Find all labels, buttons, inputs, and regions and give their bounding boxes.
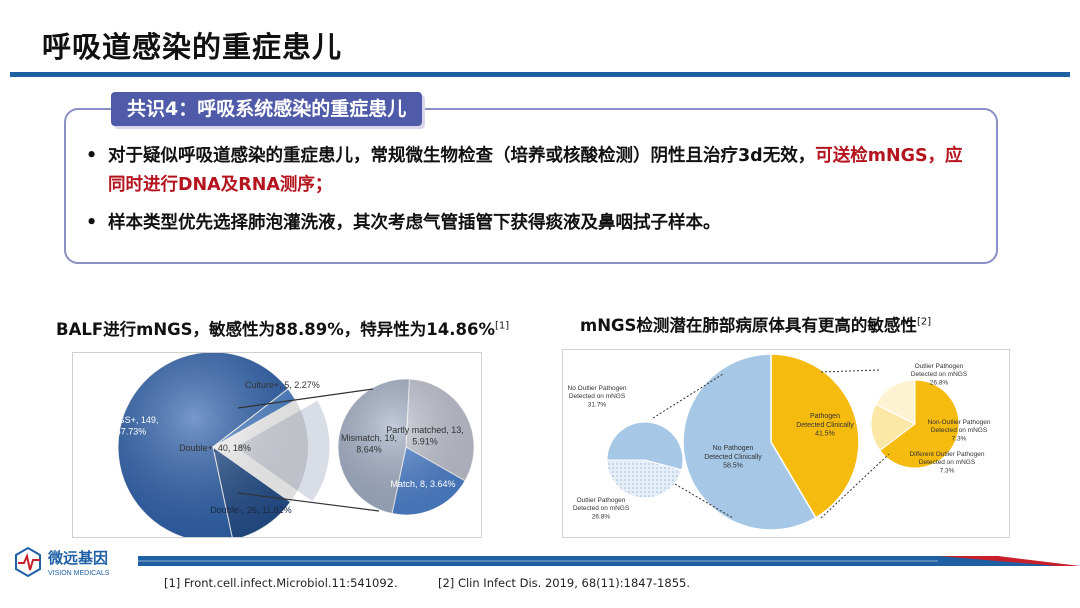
company-logo: 微远基因 VISION MEDICALS (14, 546, 138, 584)
data-label: Culture+, 5, 2.27% (245, 380, 320, 390)
connector-line (237, 388, 374, 409)
page-title: 呼吸道感染的重症患儿 (42, 30, 343, 64)
right-breakout-slice (870, 403, 916, 452)
data-label: Pathogen Detected Clinically 41.5% (796, 413, 854, 438)
data-label: No Pathogen Detected Clinically 58.5% (704, 445, 762, 470)
logo-cn: 微远基因 (47, 549, 108, 567)
data-label: Different Outlier Pathogen Detected on mN… (909, 451, 984, 474)
left-chart-ref-mark: [1] (495, 320, 510, 332)
data-label: Double+, 40, 18% (179, 443, 251, 453)
logo-en: VISION MEDICALS (48, 570, 110, 577)
title-divider (10, 72, 1070, 77)
consensus-bullets: 对于疑似呼吸道感染的重症患儿，常规微生物检查（培养或核酸检测）阴性且治疗3d无效… (86, 142, 976, 247)
bullet-text: 对于疑似呼吸道感染的重症患儿，常规微生物检查（培养或核酸检测）阴性且治疗3d无效… (108, 146, 816, 166)
data-label: Match, 8, 3.64% (390, 479, 455, 489)
data-label: Non-Outlier Pathogen Detected on mNGS 7.3% (928, 419, 991, 442)
left-chart-panel: mNGS+, 149, 67.73% Culture+, 5, 2.27% Doubl… (72, 351, 482, 543)
logo-mark: 微远基因 VISION MEDICALS (15, 546, 110, 578)
bullet-item: 样本类型优先选择肺泡灌洗液，其次考虑气管插管下获得痰液及鼻咽拭子样本。 (86, 209, 976, 238)
connector-line (820, 453, 890, 519)
footer-stripe (138, 556, 1080, 566)
connector-line (237, 492, 380, 512)
right-breakout-slice (874, 379, 916, 425)
right-chart-panel: Pathogen Detected Clinically 41.5% No Patho… (562, 349, 1010, 538)
connector-line (820, 369, 880, 373)
right-breakout-slice (879, 379, 960, 469)
data-label: mNGS+, 149, 67.73% (104, 415, 159, 436)
consensus-heading: 共识4：呼吸系统感染的重症患儿 (111, 92, 423, 126)
breakout-shading (338, 379, 474, 515)
right-chart-title-text: mNGS检测潜在肺部病原体具有更高的敏感性 (580, 316, 917, 335)
pie-slice (770, 353, 860, 519)
right-pie-chart: Pathogen Detected Clinically 41.5% No Patho… (568, 353, 991, 531)
data-label: No Outlier Pathogen Detected on mNGS 31.7% (568, 385, 627, 408)
left-chart-title-text: BALF进行mNGS，敏感性为88.89%，特异性为14.86% (56, 320, 496, 339)
data-label: Partly matched, 13, 5.91% (386, 425, 464, 446)
data-label: Outlier Pathogen Detected on mNGS 26.8% (911, 363, 968, 386)
left-breakout-slice (606, 421, 684, 471)
left-breakout-slice (606, 459, 683, 499)
data-label: Mismatch, 19, 8.64% (341, 433, 397, 454)
left-chart-title: BALF进行mNGS，敏感性为88.89%，特异性为14.86%[1] (56, 316, 509, 340)
data-label: Outlier Pathogen Detected on mNGS 26.8% (573, 497, 630, 520)
left-pie-chart: mNGS+, 149, 67.73% Culture+, 5, 2.27% Doubl… (104, 351, 475, 543)
bullet-text: 样本类型优先选择肺泡灌洗液，其次考虑气管插管下获得痰液及鼻咽拭子样本。 (108, 213, 721, 233)
reference-1: [1] Front.cell.infect.Microbiol.11:54109… (164, 576, 398, 590)
right-chart-title: mNGS检测潜在肺部病原体具有更高的敏感性[2] (580, 312, 931, 336)
pie-slice (682, 353, 817, 531)
bullet-item: 对于疑似呼吸道感染的重症患儿，常规微生物检查（培养或核酸检测）阴性且治疗3d无效… (86, 142, 976, 200)
reference-2: [2] Clin Infect Dis. 2019, 68(11):1847-1… (438, 576, 690, 590)
connector-line (652, 373, 724, 419)
connector-line (674, 483, 734, 519)
bullet-highlight: 可送检mNGS，应同时进行DNA及RNA测序； (108, 146, 963, 195)
right-chart-ref-mark: [2] (916, 316, 932, 328)
data-label: Double-, 26, 11.82% (210, 505, 291, 515)
